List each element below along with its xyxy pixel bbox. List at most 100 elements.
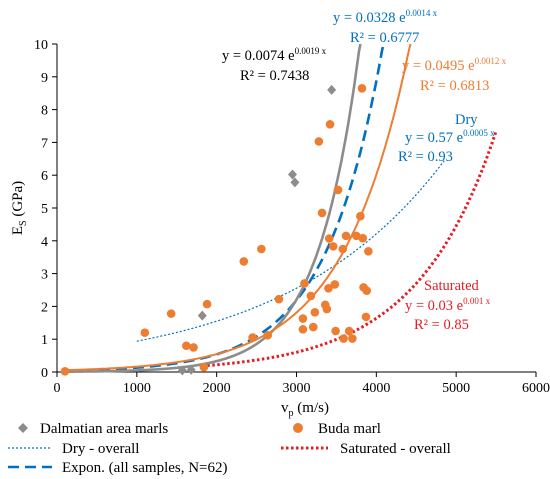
buda-point — [239, 257, 249, 266]
dalmatian-point — [288, 169, 298, 180]
y-tick-label: 7 — [41, 136, 48, 151]
buda-point — [263, 330, 273, 340]
svg-text:Buda marl: Buda marl — [318, 421, 381, 437]
trend-curve-4 — [64, 43, 412, 372]
buda-point — [257, 244, 266, 254]
buda-point — [331, 326, 340, 336]
buda-point — [339, 334, 348, 343]
x-tick-label: 5000 — [442, 381, 470, 396]
buda-point — [308, 322, 318, 332]
buda-point — [357, 83, 367, 93]
y-tick-label: 3 — [41, 268, 48, 283]
dalmatian-point — [327, 84, 337, 95]
x-axis-title: vp (m/s) — [281, 400, 329, 419]
buda-point — [182, 341, 191, 351]
buda-point — [140, 328, 150, 337]
buda-point — [330, 280, 340, 289]
svg-text:R² = 0.6813: R² = 0.6813 — [420, 78, 489, 94]
buda-point — [333, 185, 343, 195]
svg-text:R² = 0.93: R² = 0.93 — [398, 149, 453, 165]
legend-item-expon: Expon. (all samples, N=62) — [8, 460, 228, 476]
svg-text:y = 0.0074 e0.0019 x: y = 0.0074 e0.0019 x — [222, 46, 327, 64]
y-tick-label: 8 — [41, 104, 48, 119]
buda-point — [322, 304, 332, 314]
equation-saturated-fit: Saturated y = 0.03 e0.001 x R² = 0.85 — [405, 278, 491, 333]
legend: Dalmatian area marls Buda marl Dry - ove… — [8, 421, 451, 476]
x-tick-label: 3000 — [283, 381, 311, 396]
buda-point — [314, 137, 324, 146]
dalmatian-point — [177, 365, 187, 376]
y-tick-label: 6 — [41, 169, 48, 184]
buda-point — [361, 312, 371, 322]
trend-curve-2 — [64, 43, 385, 373]
data-points — [60, 83, 373, 376]
buda-point — [348, 334, 357, 343]
equation-gray-fit: y = 0.0074 e0.0019 x R² = 0.7438 — [222, 46, 327, 84]
y-tick-label: 2 — [41, 300, 48, 315]
buda-point — [325, 120, 335, 129]
trend-curve-0 — [136, 160, 445, 342]
buda-point — [344, 326, 354, 336]
buda-point — [356, 211, 365, 221]
legend-item-dalmatian: Dalmatian area marls — [18, 421, 168, 437]
legend-item-dry: Dry - overall — [8, 441, 139, 457]
y-axis-title: ES (GPa) — [10, 181, 29, 235]
buda-point — [166, 309, 176, 318]
buda-point — [199, 362, 209, 372]
dalmatian-point — [290, 177, 300, 188]
equation-expon-fit: y = 0.0328 e0.0014 x R² = 0.6777 — [333, 8, 438, 46]
trend-curve-3 — [65, 43, 362, 373]
x-tick-label: 0 — [54, 381, 61, 396]
svg-text:Saturated: Saturated — [424, 278, 480, 294]
buda-point — [189, 343, 198, 352]
y-tick-label: 10 — [34, 38, 48, 53]
svg-text:Dry - overall: Dry - overall — [62, 441, 139, 457]
dalmatian-point — [186, 364, 196, 375]
tick-labels: 0 1000 2000 3000 4000 5000 6000 0 1 2 3 4 5 6 7 8 9 10 — [34, 38, 550, 396]
buda-point — [341, 231, 351, 241]
svg-text:y = 0.57 e0.0005 x: y = 0.57 e0.0005 x — [405, 128, 495, 146]
equation-dry-fit: Dry y = 0.57 e0.0005 x R² = 0.93 — [398, 112, 495, 165]
buda-point — [324, 234, 334, 243]
buda-point — [248, 333, 257, 342]
x-tick-label: 4000 — [362, 381, 390, 396]
x-tick-label: 1000 — [123, 381, 151, 396]
buda-point — [338, 244, 348, 254]
buda-point — [328, 242, 338, 251]
equation-orange-fit: y = 0.0495 e0.0012 x R² = 0.6813 — [402, 56, 507, 94]
legend-item-buda: Buda marl — [293, 421, 381, 437]
x-tick-label: 2000 — [203, 381, 231, 396]
buda-point — [300, 279, 309, 288]
svg-text:y = 0.03 e0.001 x: y = 0.03 e0.001 x — [405, 296, 491, 314]
buda-point — [306, 291, 316, 301]
svg-text:Dry: Dry — [455, 112, 478, 128]
legend-circle-symbol — [293, 423, 303, 433]
x-tick-label: 6000 — [522, 381, 550, 396]
svg-text:y = 0.0495 e0.0012 x: y = 0.0495 e0.0012 x — [402, 56, 507, 74]
buda-point — [202, 299, 212, 309]
svg-text:y = 0.0328 e0.0014 x: y = 0.0328 e0.0014 x — [333, 8, 438, 26]
buda-point — [298, 314, 308, 323]
buda-point — [60, 367, 70, 376]
buda-point — [298, 325, 308, 334]
buda-point — [317, 208, 327, 218]
legend-item-saturated: Saturated - overall — [281, 441, 451, 457]
buda-point — [362, 286, 372, 295]
buda-point — [364, 246, 373, 256]
y-tick-label: 9 — [41, 71, 48, 86]
buda-point — [358, 233, 368, 243]
buda-point — [274, 294, 284, 304]
buda-point — [324, 284, 333, 293]
axes — [52, 43, 537, 377]
y-tick-label: 0 — [41, 366, 48, 381]
svg-text:Dalmatian area marls: Dalmatian area marls — [40, 421, 168, 437]
dalmatian-point — [197, 310, 207, 321]
svg-text:R² = 0.7438: R² = 0.7438 — [240, 68, 309, 84]
y-tick-label: 4 — [41, 235, 48, 250]
y-tick-label: 1 — [41, 333, 48, 348]
svg-text:Saturated - overall: Saturated - overall — [340, 441, 451, 457]
y-tick-label: 5 — [41, 202, 48, 217]
svg-text:R² = 0.6777: R² = 0.6777 — [350, 30, 419, 46]
buda-point — [310, 308, 320, 317]
